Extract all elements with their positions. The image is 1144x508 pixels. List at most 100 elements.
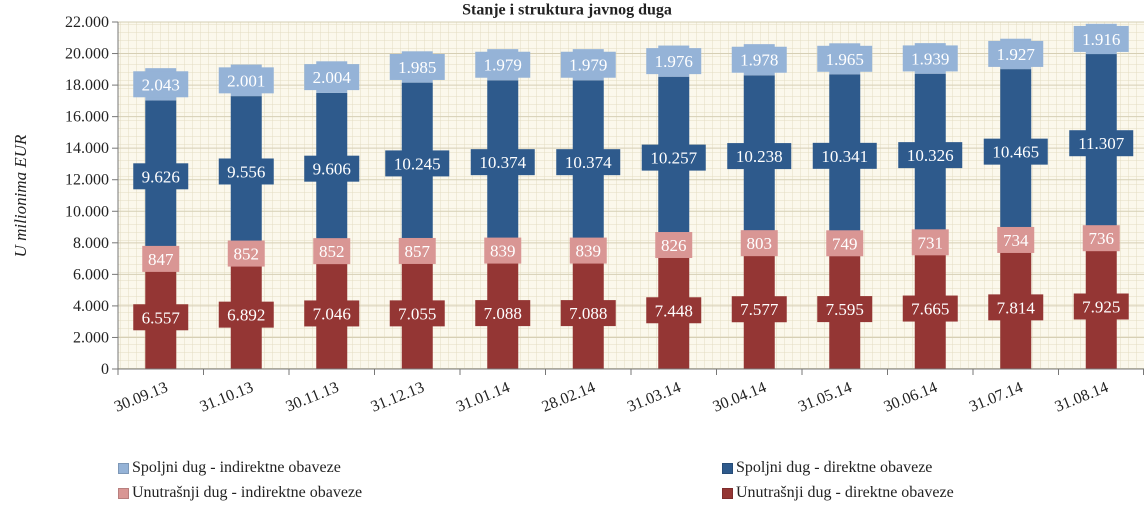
data-label: 1.985 (398, 58, 436, 77)
data-label-box (740, 230, 778, 257)
data-label: 10.326 (907, 146, 954, 165)
x-tick-label: 31.10.13 (197, 379, 255, 416)
data-label: 7.088 (484, 304, 522, 323)
data-label: 7.577 (740, 300, 779, 319)
y-axis-label: U milionima EUR (11, 134, 30, 257)
y-tick-label: 0 (101, 361, 109, 378)
data-label: 10.374 (565, 153, 612, 172)
data-label-box (817, 296, 873, 323)
data-label-box (641, 144, 706, 171)
data-label: 1.927 (997, 45, 1036, 64)
data-label: 7.925 (1082, 298, 1120, 317)
plot-area (118, 22, 1144, 369)
y-tick-label: 18.000 (65, 77, 109, 94)
data-label-box (389, 53, 445, 80)
legend-item-unutrasnji-direktne: Unutrašnji dug - direktne obaveze (722, 484, 954, 502)
data-label-box (470, 149, 535, 176)
data-label: 9.606 (313, 160, 351, 179)
data-label-box (133, 71, 189, 98)
legend-label: Spoljni dug - indirektne obaveze (132, 459, 341, 476)
data-label-box (475, 51, 531, 78)
data-label: 2.004 (313, 68, 352, 87)
data-label: 1.939 (911, 49, 949, 68)
data-label-box (484, 237, 522, 264)
data-label-box (304, 64, 360, 91)
data-label-box (142, 245, 180, 272)
legend-item-unutrasnji-indirektne: Unutrašnji dug - indirektne obaveze (118, 484, 362, 502)
data-label: 10.238 (736, 147, 783, 166)
data-label-box (304, 155, 360, 182)
data-label: 7.055 (398, 304, 436, 323)
data-label-box (983, 138, 1048, 165)
data-label: 749 (832, 234, 858, 253)
chart-title: Stanje i struktura javnog duga (462, 1, 672, 18)
data-label: 10.341 (821, 147, 868, 166)
data-label-box (398, 237, 436, 264)
data-label: 1.976 (655, 52, 693, 71)
data-label-box (313, 238, 351, 265)
data-label-box (1073, 293, 1129, 320)
x-tick-label: 31.07.14 (967, 379, 1025, 416)
data-label-box (646, 297, 702, 324)
data-label: 7.665 (911, 300, 949, 319)
data-label: 9.556 (227, 162, 265, 181)
data-label: 6.557 (142, 308, 181, 327)
data-label: 6.892 (227, 306, 265, 325)
data-label-box (988, 294, 1044, 321)
x-tick-label: 28.02.14 (539, 379, 597, 416)
data-label-box (731, 296, 787, 323)
data-label: 2.001 (227, 71, 265, 90)
x-tick-label: 30.11.13 (284, 379, 342, 416)
data-label: 852 (234, 245, 260, 264)
data-label-box (385, 150, 450, 177)
data-label-box (911, 229, 949, 256)
y-tick-label: 6.000 (73, 266, 109, 283)
data-label-box (556, 149, 621, 176)
legend-label: Unutrašnji dug - indirektne obaveze (132, 484, 363, 501)
data-label-box (218, 67, 274, 94)
data-label-box (902, 45, 958, 72)
legend-item-spoljni-indirektne: Spoljni dug - indirektne obaveze (118, 459, 341, 477)
data-label: 2.043 (142, 75, 180, 94)
data-label: 7.448 (655, 301, 693, 320)
data-label-box (218, 301, 274, 328)
data-label: 839 (576, 242, 602, 261)
x-tick-label: 31.08.14 (1052, 379, 1110, 416)
y-tick-label: 14.000 (65, 140, 109, 157)
data-label-box (133, 163, 189, 190)
data-label-box (731, 46, 787, 73)
data-label: 847 (148, 250, 174, 269)
legend-item-spoljni-direktne: Spoljni dug - direktne obaveze (722, 459, 932, 477)
data-label-box (812, 142, 877, 169)
legend-swatch (722, 462, 733, 474)
data-label-box (1069, 130, 1134, 157)
data-label: 826 (661, 236, 687, 255)
x-tick-label: 31.12.13 (368, 379, 426, 416)
x-tick-label: 30.09.13 (112, 379, 170, 416)
y-tick-label: 10.000 (65, 203, 109, 220)
x-tick-label: 31.01.14 (454, 379, 512, 416)
data-label: 9.626 (142, 167, 180, 186)
x-tick-label: 30.06.14 (881, 379, 939, 416)
data-label-box (817, 45, 873, 72)
data-label-box (389, 300, 445, 327)
data-label-box (133, 304, 189, 331)
data-label-box (560, 300, 616, 327)
x-tick-label: 31.05.14 (796, 379, 854, 416)
y-tick-label: 2.000 (73, 329, 109, 346)
data-label-box (560, 51, 616, 78)
data-label: 7.595 (826, 300, 864, 319)
data-label-box (227, 240, 265, 267)
data-label-box (646, 48, 702, 75)
data-label: 1.965 (826, 50, 864, 69)
data-label: 1.978 (740, 51, 778, 70)
legend-swatch (722, 487, 733, 499)
data-label-box (727, 143, 792, 170)
y-tick-label: 16.000 (65, 109, 109, 126)
legend-swatch (118, 487, 129, 499)
data-label: 731 (918, 233, 944, 252)
data-label: 839 (490, 242, 516, 261)
y-tick-label: 22.000 (65, 14, 109, 31)
data-label: 10.465 (992, 143, 1039, 162)
